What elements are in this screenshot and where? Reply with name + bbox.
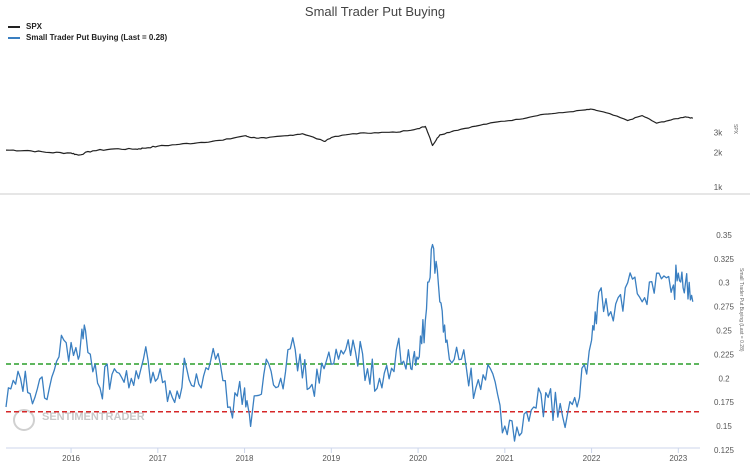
spx-axis-tick-label: 2k (714, 149, 723, 158)
spx-axis-tick-label: 1k (714, 183, 723, 192)
put-axis-tick-label: 0.225 (714, 350, 735, 359)
put-axis-tick-label: 0.25 (716, 327, 732, 336)
x-axis-tick-label: 2020 (409, 454, 427, 463)
legend-item-put-buying[interactable]: Small Trader Put Buying (Last = 0.28) (8, 33, 167, 42)
chart-title: Small Trader Put Buying (304, 4, 446, 19)
put-axis-tick-label: 0.125 (714, 446, 735, 455)
put-axis-tick-label: 0.325 (714, 255, 735, 264)
series-line-spx (5, 108, 694, 156)
put-axis-tick-label: 0.2 (718, 374, 730, 383)
spx-axis-title: SPX (732, 124, 738, 135)
x-axis-tick-label: 2022 (583, 454, 601, 463)
legend-swatch-spx (8, 25, 20, 28)
x-axis-tick-label: 2023 (669, 454, 687, 463)
legend-item-spx[interactable]: SPX (8, 22, 42, 31)
put-axis-tick-label: 0.15 (716, 422, 732, 431)
put-axis-title: Small Trader Put Buying (Last = 0.28) (738, 268, 744, 352)
legend-swatch-put-buying (8, 36, 20, 39)
put-axis-tick-label: 0.275 (714, 303, 735, 312)
series-line-put-buying (5, 243, 694, 442)
watermark-logo-icon (13, 409, 35, 431)
x-axis-tick-label: 2021 (496, 454, 514, 463)
spx-axis-tick-label: 3k (714, 128, 723, 137)
x-axis-tick-label: 2016 (62, 454, 80, 463)
put-axis-tick-label: 0.3 (718, 279, 730, 288)
put-axis-tick-label: 0.35 (716, 231, 732, 240)
x-axis-tick-label: 2017 (149, 454, 167, 463)
x-axis-tick-label: 2019 (322, 454, 340, 463)
put-axis-tick-label: 0.175 (714, 398, 735, 407)
watermark-text: SENTIMENTRADER (42, 411, 145, 423)
legend-label-spx: SPX (26, 22, 43, 31)
legend-label-put-buying: Small Trader Put Buying (Last = 0.28) (26, 33, 168, 42)
x-axis-tick-label: 2018 (236, 454, 254, 463)
